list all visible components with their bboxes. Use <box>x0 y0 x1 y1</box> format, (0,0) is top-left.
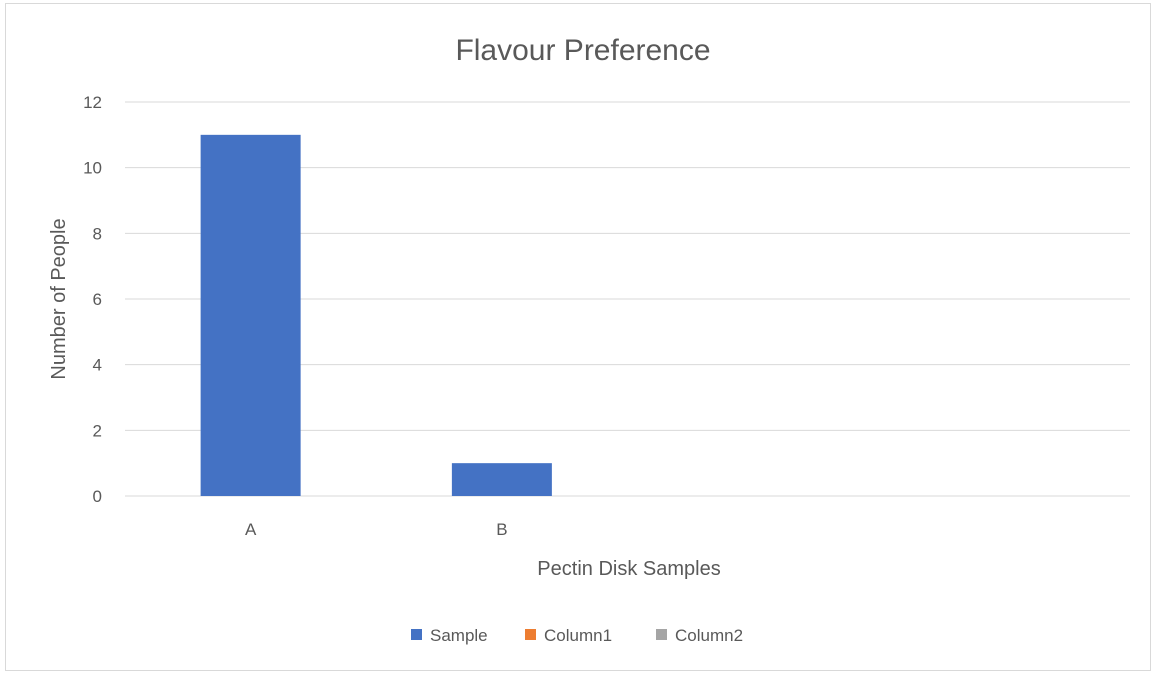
x-axis-label: Pectin Disk Samples <box>537 558 720 580</box>
x-tick-label: A <box>245 520 257 539</box>
y-tick-label: 4 <box>93 356 102 375</box>
chart-frame <box>5 3 1151 671</box>
legend: Sample Column1 Column2 <box>411 626 743 645</box>
y-axis-label: Number of People <box>48 218 70 379</box>
y-tick-label: 0 <box>93 487 102 506</box>
chart-title: Flavour Preference <box>455 34 710 67</box>
bar-A <box>200 134 301 497</box>
x-tick-label: B <box>496 520 507 539</box>
legend-label: Sample <box>430 626 488 645</box>
legend-swatch <box>656 629 667 640</box>
bar-B <box>451 463 552 496</box>
y-tick-label: 2 <box>93 421 102 440</box>
y-axis-ticks: 0 2 4 6 8 10 12 <box>83 93 102 506</box>
legend-label: Column2 <box>675 626 743 645</box>
y-tick-label: 6 <box>93 290 102 309</box>
y-tick-label: 8 <box>93 224 102 243</box>
bars <box>200 134 552 497</box>
legend-swatch <box>411 629 422 640</box>
y-tick-label: 10 <box>83 159 102 178</box>
legend-label: Column1 <box>544 626 612 645</box>
legend-swatch <box>525 629 536 640</box>
y-tick-label: 12 <box>83 93 102 112</box>
